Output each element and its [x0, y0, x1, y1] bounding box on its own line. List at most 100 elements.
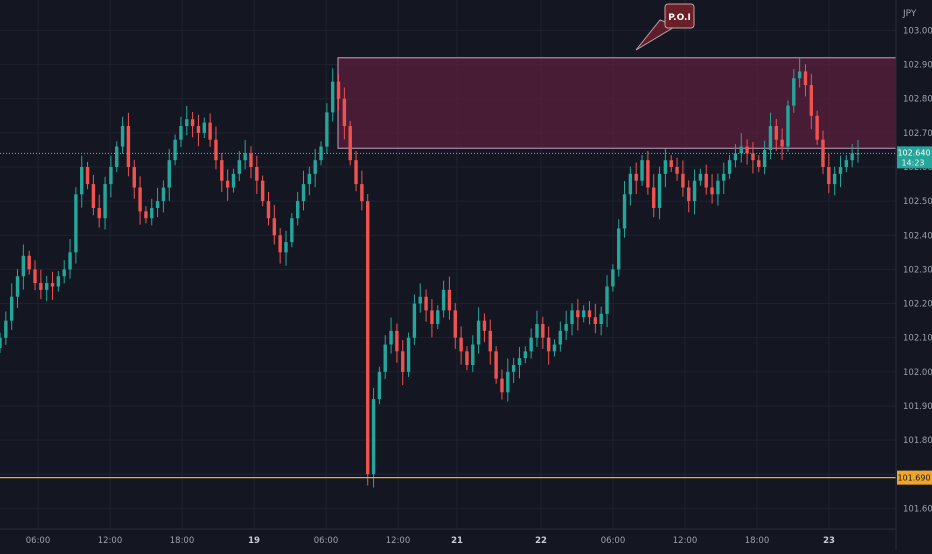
y-tick-label: 102.000 [903, 368, 932, 378]
y-tick-label: 102.700 [903, 129, 932, 139]
current-price-label: 102.640 [897, 148, 930, 157]
candle-body [465, 351, 469, 365]
candle-body [587, 310, 592, 318]
candle-body [646, 160, 650, 188]
candles [0, 58, 860, 488]
candle-body [307, 173, 312, 185]
candle-body [844, 160, 849, 168]
candle-body [488, 330, 492, 352]
candle-body [243, 153, 247, 161]
x-tick-label: 12:00 [386, 536, 411, 546]
candle-body [827, 167, 831, 185]
candle-body [733, 153, 738, 161]
y-tick-label: 102.400 [903, 231, 932, 241]
candle-body [850, 153, 854, 161]
candle-body [581, 310, 586, 318]
candle-body [558, 330, 563, 345]
candle-body [447, 289, 452, 311]
candle-body [138, 187, 142, 212]
x-tick-label: 19 [248, 536, 260, 546]
candle-body [120, 126, 125, 147]
candle-body [687, 187, 691, 202]
candle-body [792, 78, 796, 106]
candle-body [179, 126, 183, 140]
candle-body [220, 160, 224, 181]
candle-body [401, 351, 405, 372]
candle-body [214, 139, 218, 161]
candle-body [430, 310, 434, 325]
candle-body [506, 371, 510, 393]
candle-body [564, 324, 568, 331]
candle-body [406, 337, 411, 372]
candle-body [797, 71, 802, 79]
candle-body [605, 286, 609, 314]
candle-body [284, 242, 288, 253]
candle-body [132, 167, 136, 188]
candle-body [663, 160, 668, 174]
poi-label: P.O.I [668, 13, 691, 23]
candle-body [383, 344, 387, 372]
candle-body [494, 351, 498, 379]
candle-body [155, 201, 160, 208]
candle-body [570, 310, 574, 325]
candle-body [418, 296, 422, 304]
poi-callout-box[interactable] [664, 3, 695, 29]
candle-body [80, 167, 84, 195]
candle-body [27, 255, 31, 270]
y-tick-label: 101.900 [903, 402, 932, 412]
candle-body [593, 317, 598, 325]
candle-body [716, 180, 720, 195]
candle-body [126, 126, 131, 168]
candle-body [628, 173, 633, 195]
x-tick-label: 22 [535, 536, 547, 546]
candle-body [50, 283, 55, 287]
x-tick-label: 06:00 [314, 536, 339, 546]
candle-body [231, 173, 236, 188]
candle-body [202, 122, 206, 133]
y-tick-label: 102.800 [903, 95, 932, 105]
candle-body [68, 252, 72, 270]
candle-body [115, 146, 119, 168]
candle-body [301, 184, 306, 202]
candle-body [762, 149, 767, 168]
candle-body [780, 139, 784, 147]
x-tick-label: 06:00 [26, 536, 51, 546]
candle-body [190, 119, 195, 127]
candle-body [523, 351, 528, 359]
candle-body [739, 146, 743, 154]
y-tick-label: 101.600 [903, 504, 932, 514]
candle-body [109, 167, 113, 185]
candle-body [815, 115, 819, 140]
candle-body [616, 228, 621, 270]
candle-body [330, 81, 335, 113]
candle-body [173, 139, 177, 161]
candle-body [459, 337, 463, 352]
candle-body [85, 167, 90, 185]
candle-body [266, 201, 271, 219]
candle-body [786, 105, 790, 147]
candle-body [336, 81, 341, 99]
y-tick-label: 102.100 [903, 334, 932, 344]
candle-body [546, 337, 551, 352]
candle-body [768, 126, 773, 150]
x-tick-label: 12:00 [98, 536, 123, 546]
candle-body [552, 344, 557, 352]
candle-body [290, 218, 294, 243]
current-price-badge [897, 146, 932, 169]
candle-body [144, 211, 148, 219]
candle-body [237, 160, 242, 174]
candle-body [774, 126, 778, 140]
candle-body [272, 218, 277, 236]
candle-body [476, 320, 481, 345]
candle-body [62, 269, 66, 277]
candle-body [471, 344, 475, 365]
candle-body [395, 330, 399, 352]
candle-body [39, 283, 43, 290]
x-tick-label: 18:00 [745, 536, 770, 546]
y-tick-label: 102.200 [903, 300, 932, 310]
candle-body [161, 187, 166, 202]
candle-body [541, 324, 545, 338]
poi-zone[interactable] [337, 57, 897, 149]
